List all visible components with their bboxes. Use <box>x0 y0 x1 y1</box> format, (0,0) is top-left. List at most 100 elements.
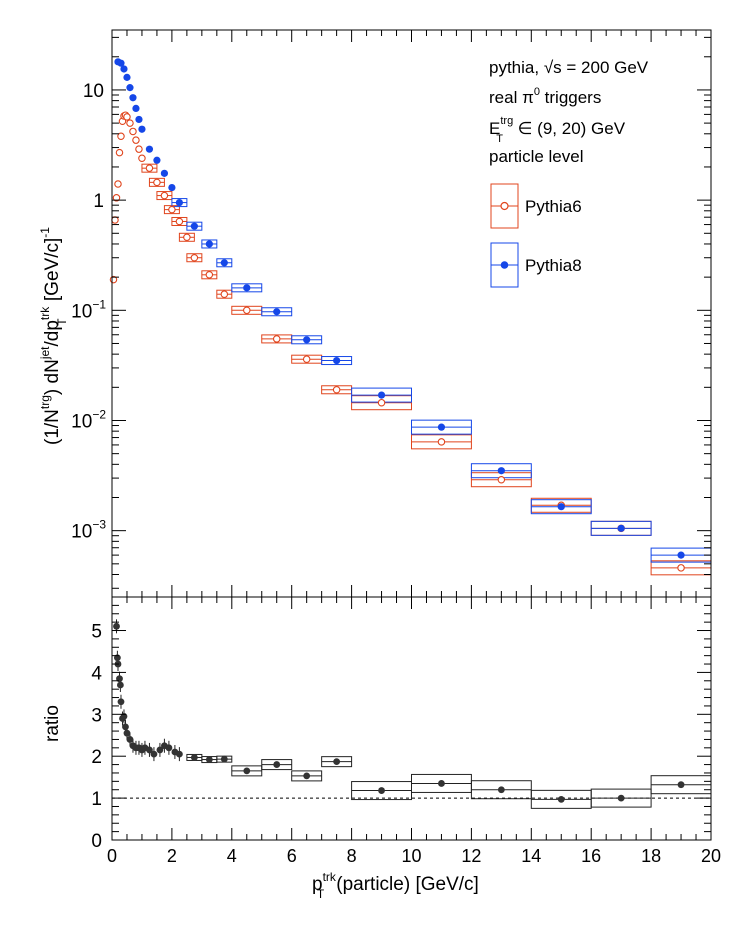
ratio-point-16 <box>146 746 153 754</box>
top-panel-boxes <box>112 61 712 576</box>
ratio-panel-points <box>113 622 685 803</box>
point-pythia6-10 <box>126 119 134 127</box>
ratio-y-tick-label-1: 1 <box>91 789 102 810</box>
legend-marker-pythia8 <box>500 261 509 269</box>
ratio-y-tick-label-0: 0 <box>91 831 102 852</box>
point-pythia6-12 <box>132 136 140 144</box>
point-pythia8-7 <box>135 115 143 124</box>
point-pythia8-24 <box>557 503 565 511</box>
ratio-panel-boxes <box>112 619 712 809</box>
x-tick-label-1: 2 <box>167 846 177 866</box>
point-pythia8-20 <box>333 356 341 365</box>
annotation-line-1: pythia, √s = 200 GeV <box>489 58 649 77</box>
ratio-point-25 <box>220 755 228 763</box>
point-pythia8-8 <box>138 125 146 133</box>
point-pythia6-5 <box>117 132 125 140</box>
ratio-point-24 <box>205 756 213 763</box>
legend-label-pythia8: Pythia8 <box>525 256 582 275</box>
ratio-y-tick-label-5: 5 <box>91 622 102 643</box>
ratio-point-33 <box>557 795 565 803</box>
ratio-point-30 <box>378 787 385 794</box>
top-plot-frame <box>111 29 712 598</box>
ratio-point-26 <box>243 767 251 775</box>
ratio-y-tick-label-2: 2 <box>91 747 102 768</box>
point-pythia6-1 <box>111 216 119 224</box>
point-pythia8-21 <box>377 391 386 399</box>
ratio-point-28 <box>303 772 311 780</box>
x-tick-label-9: 18 <box>641 846 661 866</box>
ratio-point-17 <box>150 750 158 758</box>
point-pythia6-27 <box>332 386 341 394</box>
legend: Pythia6 Pythia8 <box>490 183 582 288</box>
point-pythia6-9 <box>123 113 131 121</box>
ratio-point-10 <box>126 736 134 743</box>
ratio-point-29 <box>333 758 341 766</box>
point-pythia6-15 <box>145 164 154 172</box>
y-tick-label-3: 1 <box>93 191 104 212</box>
point-pythia8-14 <box>190 222 198 230</box>
ratio-y-tick-label-4: 4 <box>91 663 102 684</box>
x-tick-label-0: 0 <box>107 846 117 866</box>
point-pythia6-19 <box>175 217 184 226</box>
point-pythia8-10 <box>153 156 161 164</box>
point-pythia6-20 <box>183 233 191 242</box>
annotation-block: pythia, √s = 200 GeV real π0 triggers Et… <box>489 58 649 166</box>
y-tick-label-4: 10 <box>83 81 104 102</box>
ratio-point-0 <box>113 622 120 630</box>
point-pythia8-12 <box>168 183 176 192</box>
point-pythia8-16 <box>220 259 228 267</box>
annotation-line-4: particle level <box>489 147 584 166</box>
ratio-point-27 <box>273 761 281 768</box>
y-tick-label-1: 10−2 <box>71 407 106 432</box>
point-pythia6-2 <box>112 194 121 202</box>
x-tick-label-2: 4 <box>227 846 237 866</box>
point-pythia6-29 <box>437 438 446 446</box>
point-pythia8-25 <box>617 524 625 532</box>
point-pythia8-1 <box>117 59 125 67</box>
point-pythia8-4 <box>126 84 134 92</box>
point-pythia6-33 <box>677 564 685 572</box>
ratio-point-4 <box>116 681 124 689</box>
point-pythia6-23 <box>220 290 229 298</box>
point-pythia6-14 <box>138 154 146 162</box>
point-pythia8-15 <box>205 240 213 248</box>
point-pythia6-11 <box>129 127 137 136</box>
y-tick-label-2: 10−1 <box>71 297 106 322</box>
y-axis-title-top: (1/Ntrg) dNjet/dptrkT [GeV/c]-1 <box>38 227 69 445</box>
ratio-plot-frame <box>111 596 712 841</box>
ratio-point-31 <box>438 780 445 787</box>
x-tick-label-7: 14 <box>521 846 541 866</box>
point-pythia6-3 <box>114 180 122 188</box>
ratio-point-34 <box>617 794 625 802</box>
point-pythia6-16 <box>153 178 161 187</box>
sqrt-s: √s <box>544 58 562 77</box>
y-axis-title-ratio: ratio <box>42 705 63 742</box>
top-panel-points <box>109 58 685 572</box>
legend-label-pythia6: Pythia6 <box>525 197 582 216</box>
point-pythia8-5 <box>129 94 137 102</box>
ratio-point-9 <box>123 729 131 737</box>
legend-entry-pythia8: Pythia8 <box>490 242 582 288</box>
point-pythia8-11 <box>160 169 169 177</box>
point-pythia8-18 <box>273 308 281 316</box>
point-pythia6-28 <box>377 398 386 407</box>
ratio-point-23 <box>190 754 198 761</box>
point-pythia8-9 <box>145 145 154 153</box>
ratio-y-tick-label-3: 3 <box>91 705 102 726</box>
point-pythia6-17 <box>160 191 169 200</box>
x-tick-label-4: 8 <box>347 846 357 866</box>
ratio-point-22 <box>175 750 183 758</box>
point-pythia6-13 <box>135 145 143 153</box>
legend-marker-pythia6 <box>500 201 509 211</box>
point-pythia8-17 <box>243 284 251 292</box>
ratio-point-18 <box>156 746 164 754</box>
point-pythia8-26 <box>677 551 685 559</box>
x-tick-label-10: 20 <box>701 846 721 866</box>
point-pythia6-30 <box>497 475 506 484</box>
x-tick-label-5: 10 <box>401 846 421 866</box>
point-pythia8-22 <box>437 423 446 431</box>
point-pythia8-13 <box>175 198 183 207</box>
